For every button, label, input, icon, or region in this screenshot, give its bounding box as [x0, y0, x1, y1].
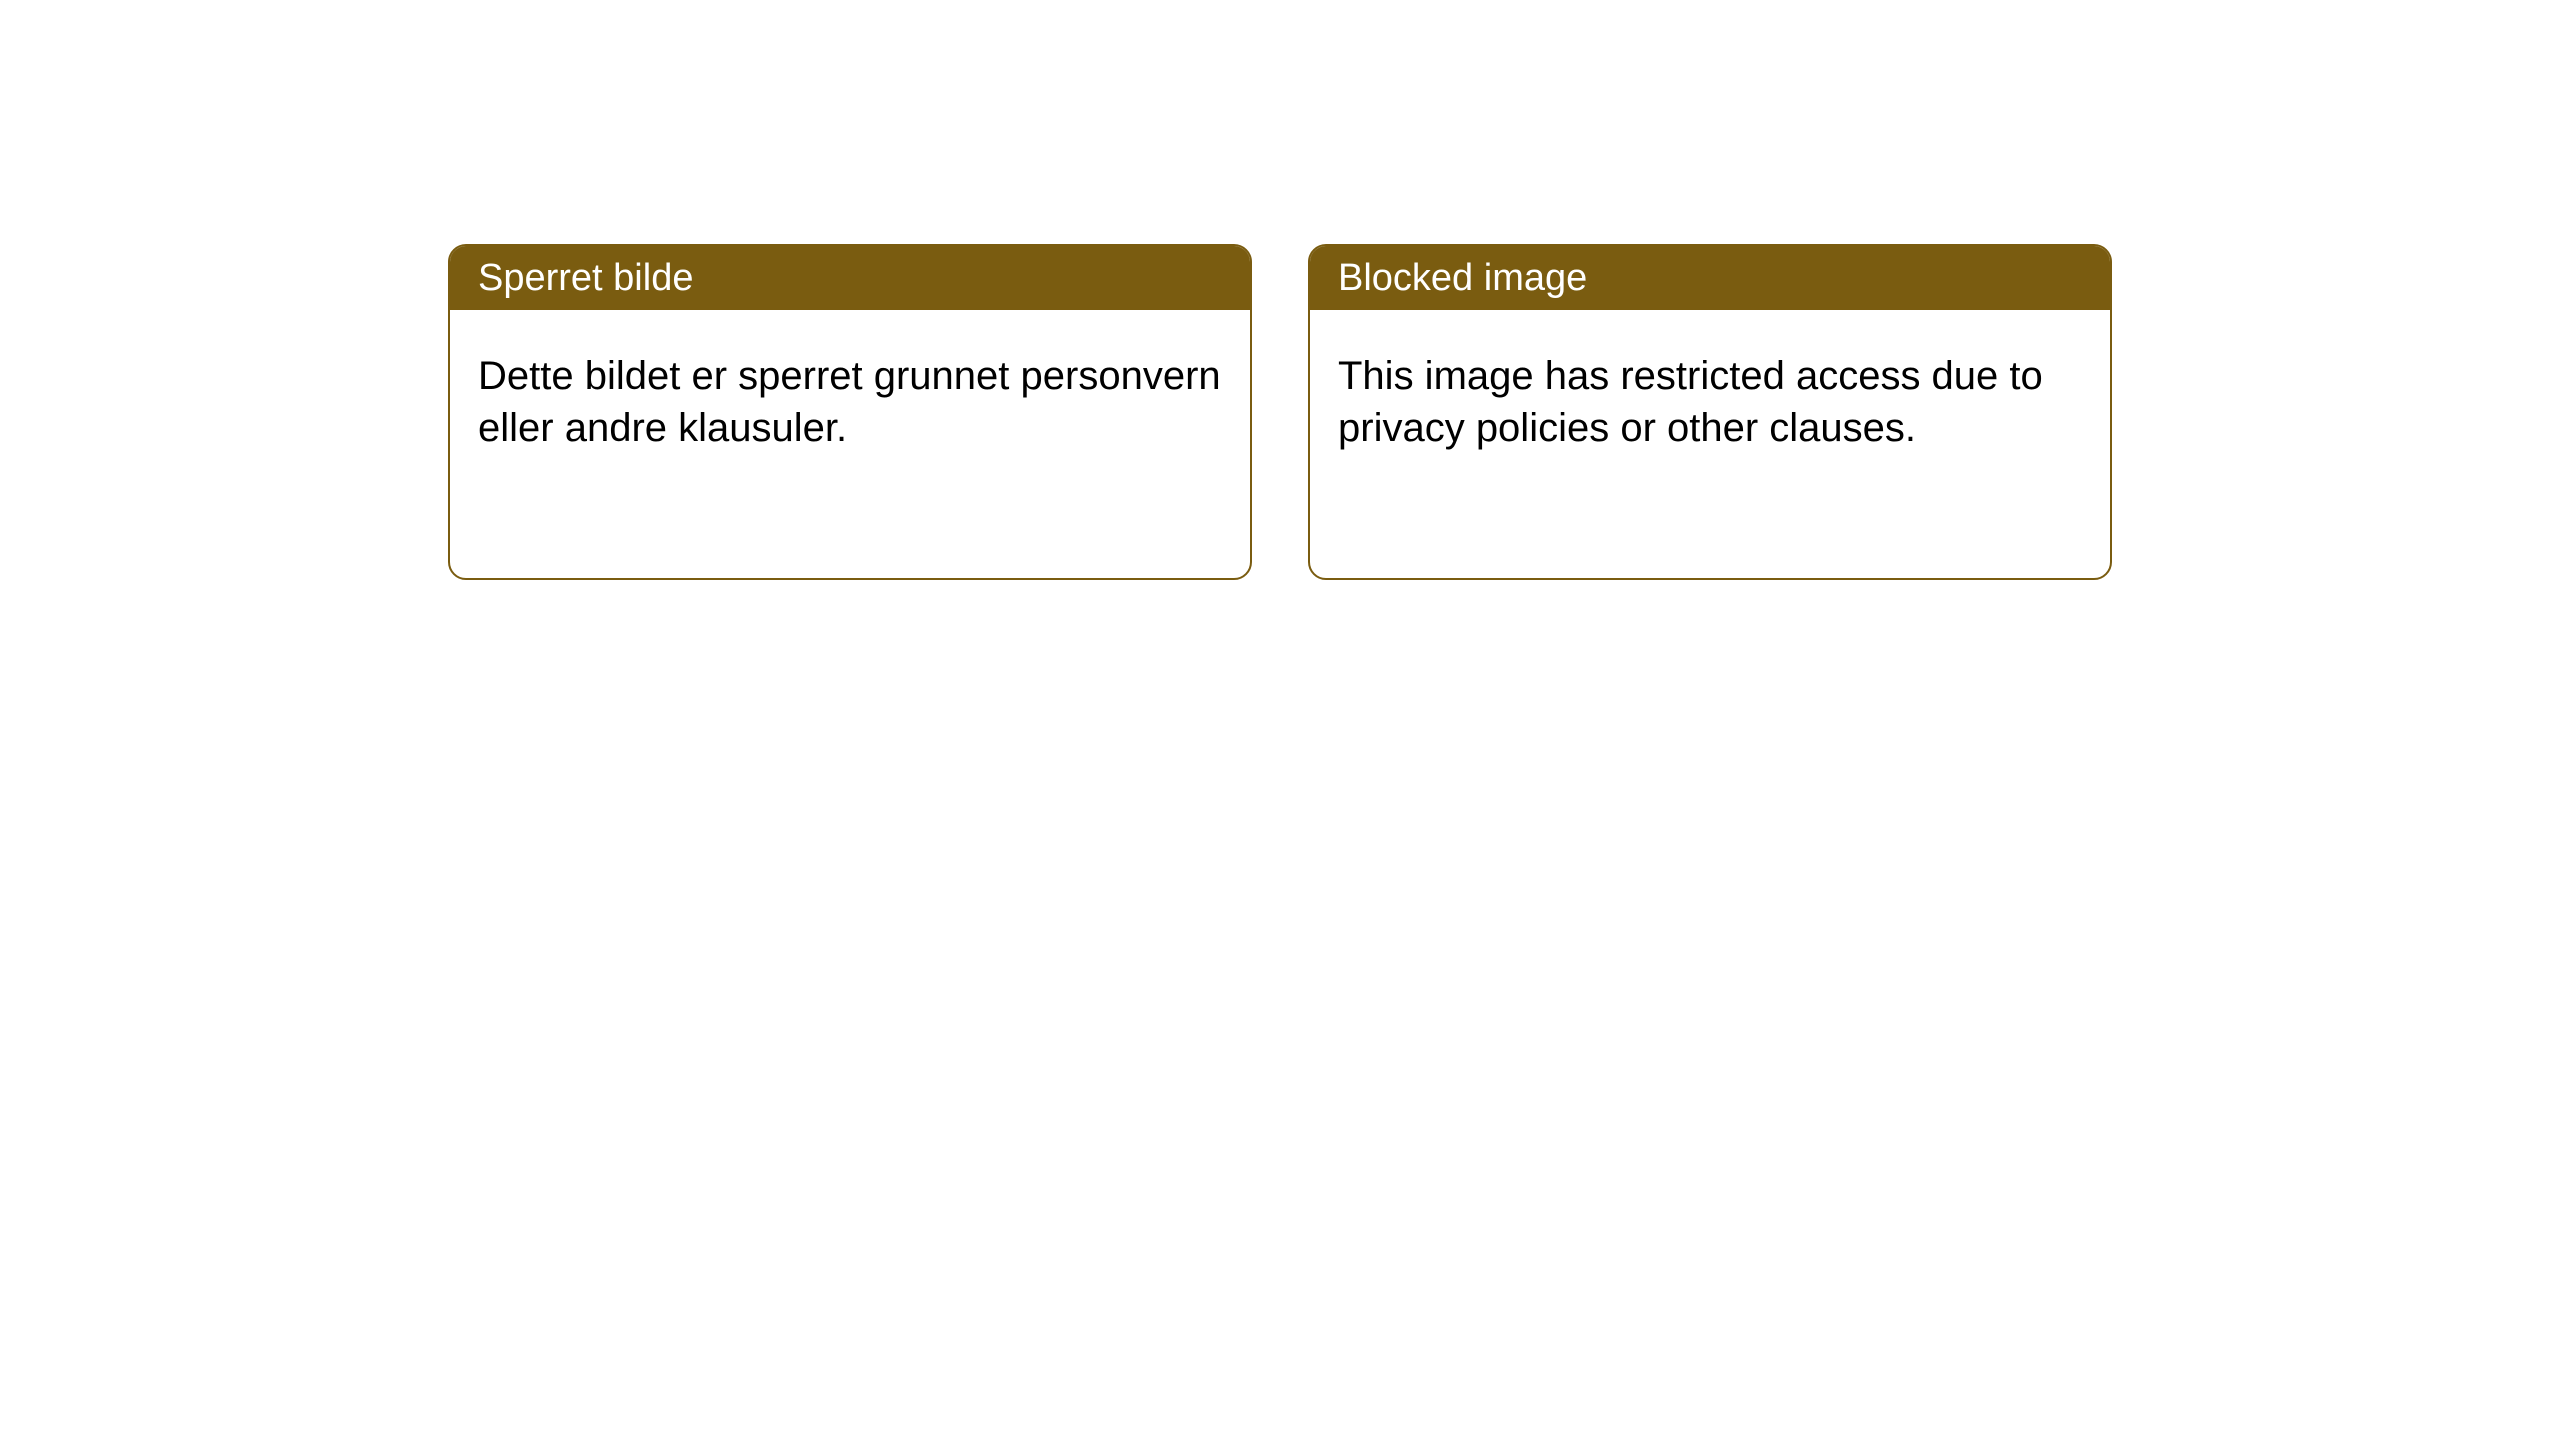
notice-card-norwegian: Sperret bilde Dette bildet er sperret gr… [448, 244, 1252, 580]
notice-container: Sperret bilde Dette bildet er sperret gr… [0, 0, 2560, 580]
notice-card-message: Dette bildet er sperret grunnet personve… [478, 354, 1221, 450]
notice-card-header: Blocked image [1310, 246, 2110, 310]
notice-card-body: Dette bildet er sperret grunnet personve… [450, 310, 1250, 494]
notice-card-header: Sperret bilde [450, 246, 1250, 310]
notice-card-message: This image has restricted access due to … [1338, 354, 2043, 450]
notice-card-title: Blocked image [1338, 257, 1587, 300]
notice-card-english: Blocked image This image has restricted … [1308, 244, 2112, 580]
notice-card-title: Sperret bilde [478, 257, 693, 300]
notice-card-body: This image has restricted access due to … [1310, 310, 2110, 494]
